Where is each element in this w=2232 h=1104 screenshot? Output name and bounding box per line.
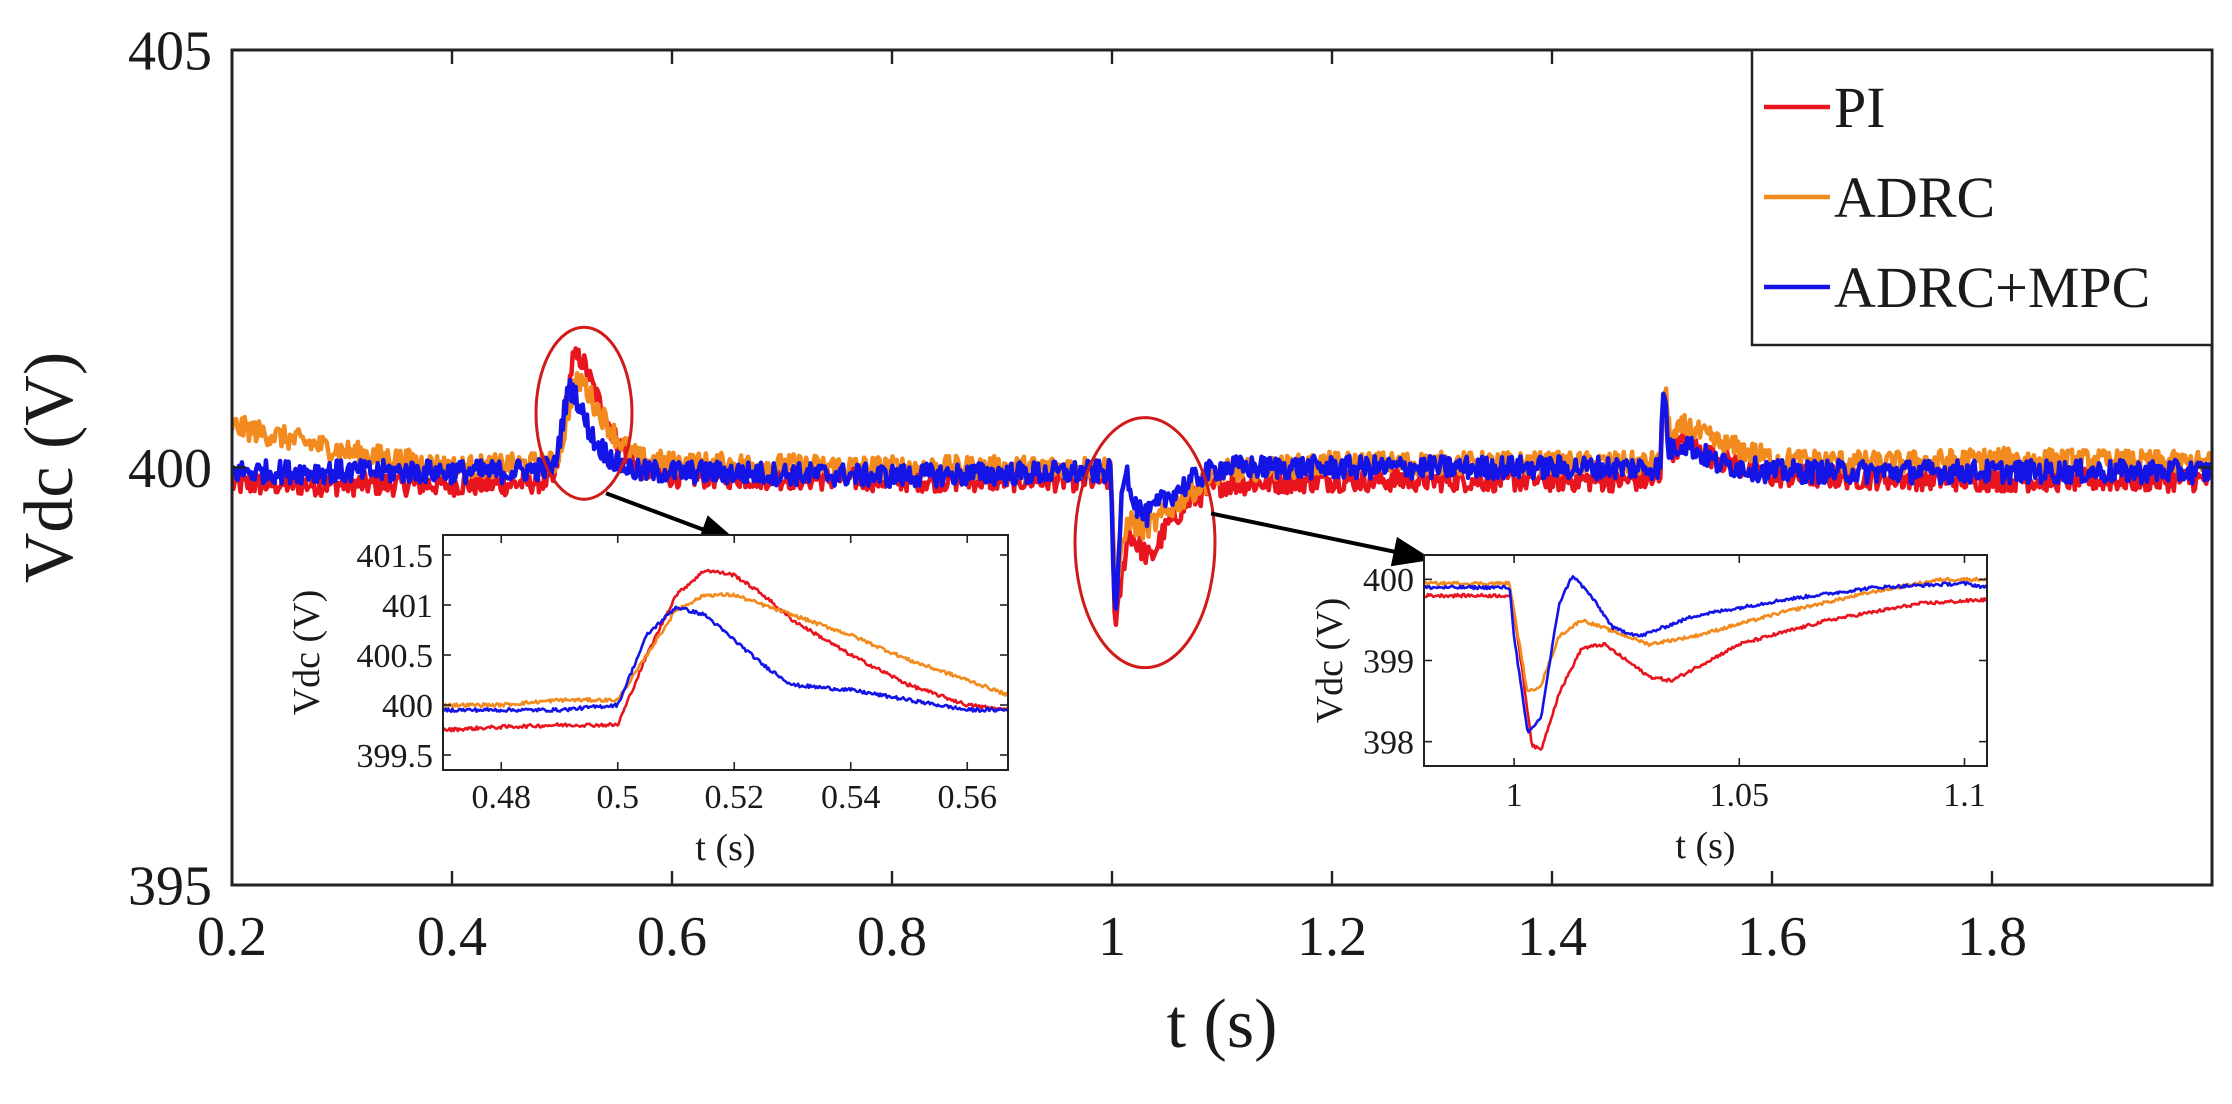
- inset-left-series-adrc-mpc: [443, 605, 1008, 713]
- inset-right-x-axis-label: t (s): [1675, 825, 1735, 867]
- inset-right-y-axis-label: Vdc (V): [1309, 598, 1351, 724]
- inset-left-ytick-label: 401.5: [357, 538, 434, 575]
- inset-left-ytick-label: 400.5: [357, 638, 434, 675]
- inset-right-ytick-label: 398: [1363, 725, 1414, 762]
- inset-left-xtick-label: 0.48: [471, 779, 531, 816]
- inset-left-series-adrc: [443, 592, 1008, 708]
- main-series-group: [232, 346, 2212, 627]
- main-ytick-label: 405: [128, 21, 212, 83]
- callout-arrow-right: [1210, 511, 1433, 567]
- main-x-axis-label: t (s): [1167, 986, 1278, 1063]
- main-xtick-label: 0.6: [637, 906, 707, 968]
- main-xtick-label: 0.2: [197, 906, 267, 968]
- inset-left-xtick-label: 0.52: [704, 779, 764, 816]
- inset-right-series-group: [1424, 575, 1987, 751]
- main-ytick-label: 400: [128, 438, 212, 500]
- inset-left-xtick-label: 0.5: [596, 779, 639, 816]
- main-xtick-label: 0.4: [417, 906, 487, 968]
- inset-left-xtick-label: 0.54: [821, 779, 881, 816]
- callout-ellipse-load-drop: [1073, 416, 1217, 670]
- inset-left-axes-frame: [442, 534, 1009, 771]
- inset-right-ytick-label: 399: [1363, 643, 1414, 680]
- inset-left-xtick-label: 0.56: [937, 779, 997, 816]
- inset-right-series-adrc-mpc: [1424, 575, 1987, 734]
- legend-label-pi: PI: [1834, 75, 1886, 140]
- inset-right-xtick-label: 1: [1506, 777, 1523, 814]
- inset-left-ytick-label: 399.5: [357, 738, 434, 775]
- main-series-adrc-mpc: [232, 377, 2212, 611]
- inset-right-xtick-label: 1.1: [1943, 777, 1986, 814]
- legend: PI ADRC ADRC+MPC: [1750, 48, 2214, 347]
- main-y-axis-label: Vdc (V): [11, 352, 88, 583]
- legend-label-adrc: ADRC: [1834, 165, 1995, 230]
- inset-left-series-pi: [443, 568, 1008, 733]
- legend-label-adrc-mpc: ADRC+MPC: [1834, 255, 2150, 320]
- inset-left-ytick-label: 401: [382, 588, 433, 625]
- inset-left-x-axis-label: t (s): [695, 827, 755, 869]
- main-xtick-label: 1.2: [1297, 906, 1367, 968]
- main-xtick-label: 1.4: [1517, 906, 1587, 968]
- main-xtick-label: 1: [1098, 906, 1126, 968]
- inset-left-plot-area: [443, 535, 1008, 770]
- main-xtick-label: 1.8: [1957, 906, 2027, 968]
- inset-plot-left: 0.48 0.5 0.52 0.54 0.56 399.5 400 400.5 401 401.5…: [286, 534, 1009, 869]
- main-xtick-label: 1.6: [1737, 906, 1807, 968]
- inset-left-y-axis-label: Vdc (V): [286, 590, 328, 716]
- inset-left-series-group: [443, 568, 1008, 733]
- inset-plot-right: 1 1.05 1.1 398 399 400 t (s) Vdc (V): [1309, 554, 1988, 867]
- inset-left-ytick-label: 400: [382, 688, 433, 725]
- callout-ellipse-step-load: [534, 325, 634, 501]
- inset-right-xtick-label: 1.05: [1710, 777, 1770, 814]
- main-ytick-label: 395: [128, 856, 212, 918]
- main-xtick-label: 0.8: [857, 906, 927, 968]
- inset-right-ytick-label: 400: [1363, 562, 1414, 599]
